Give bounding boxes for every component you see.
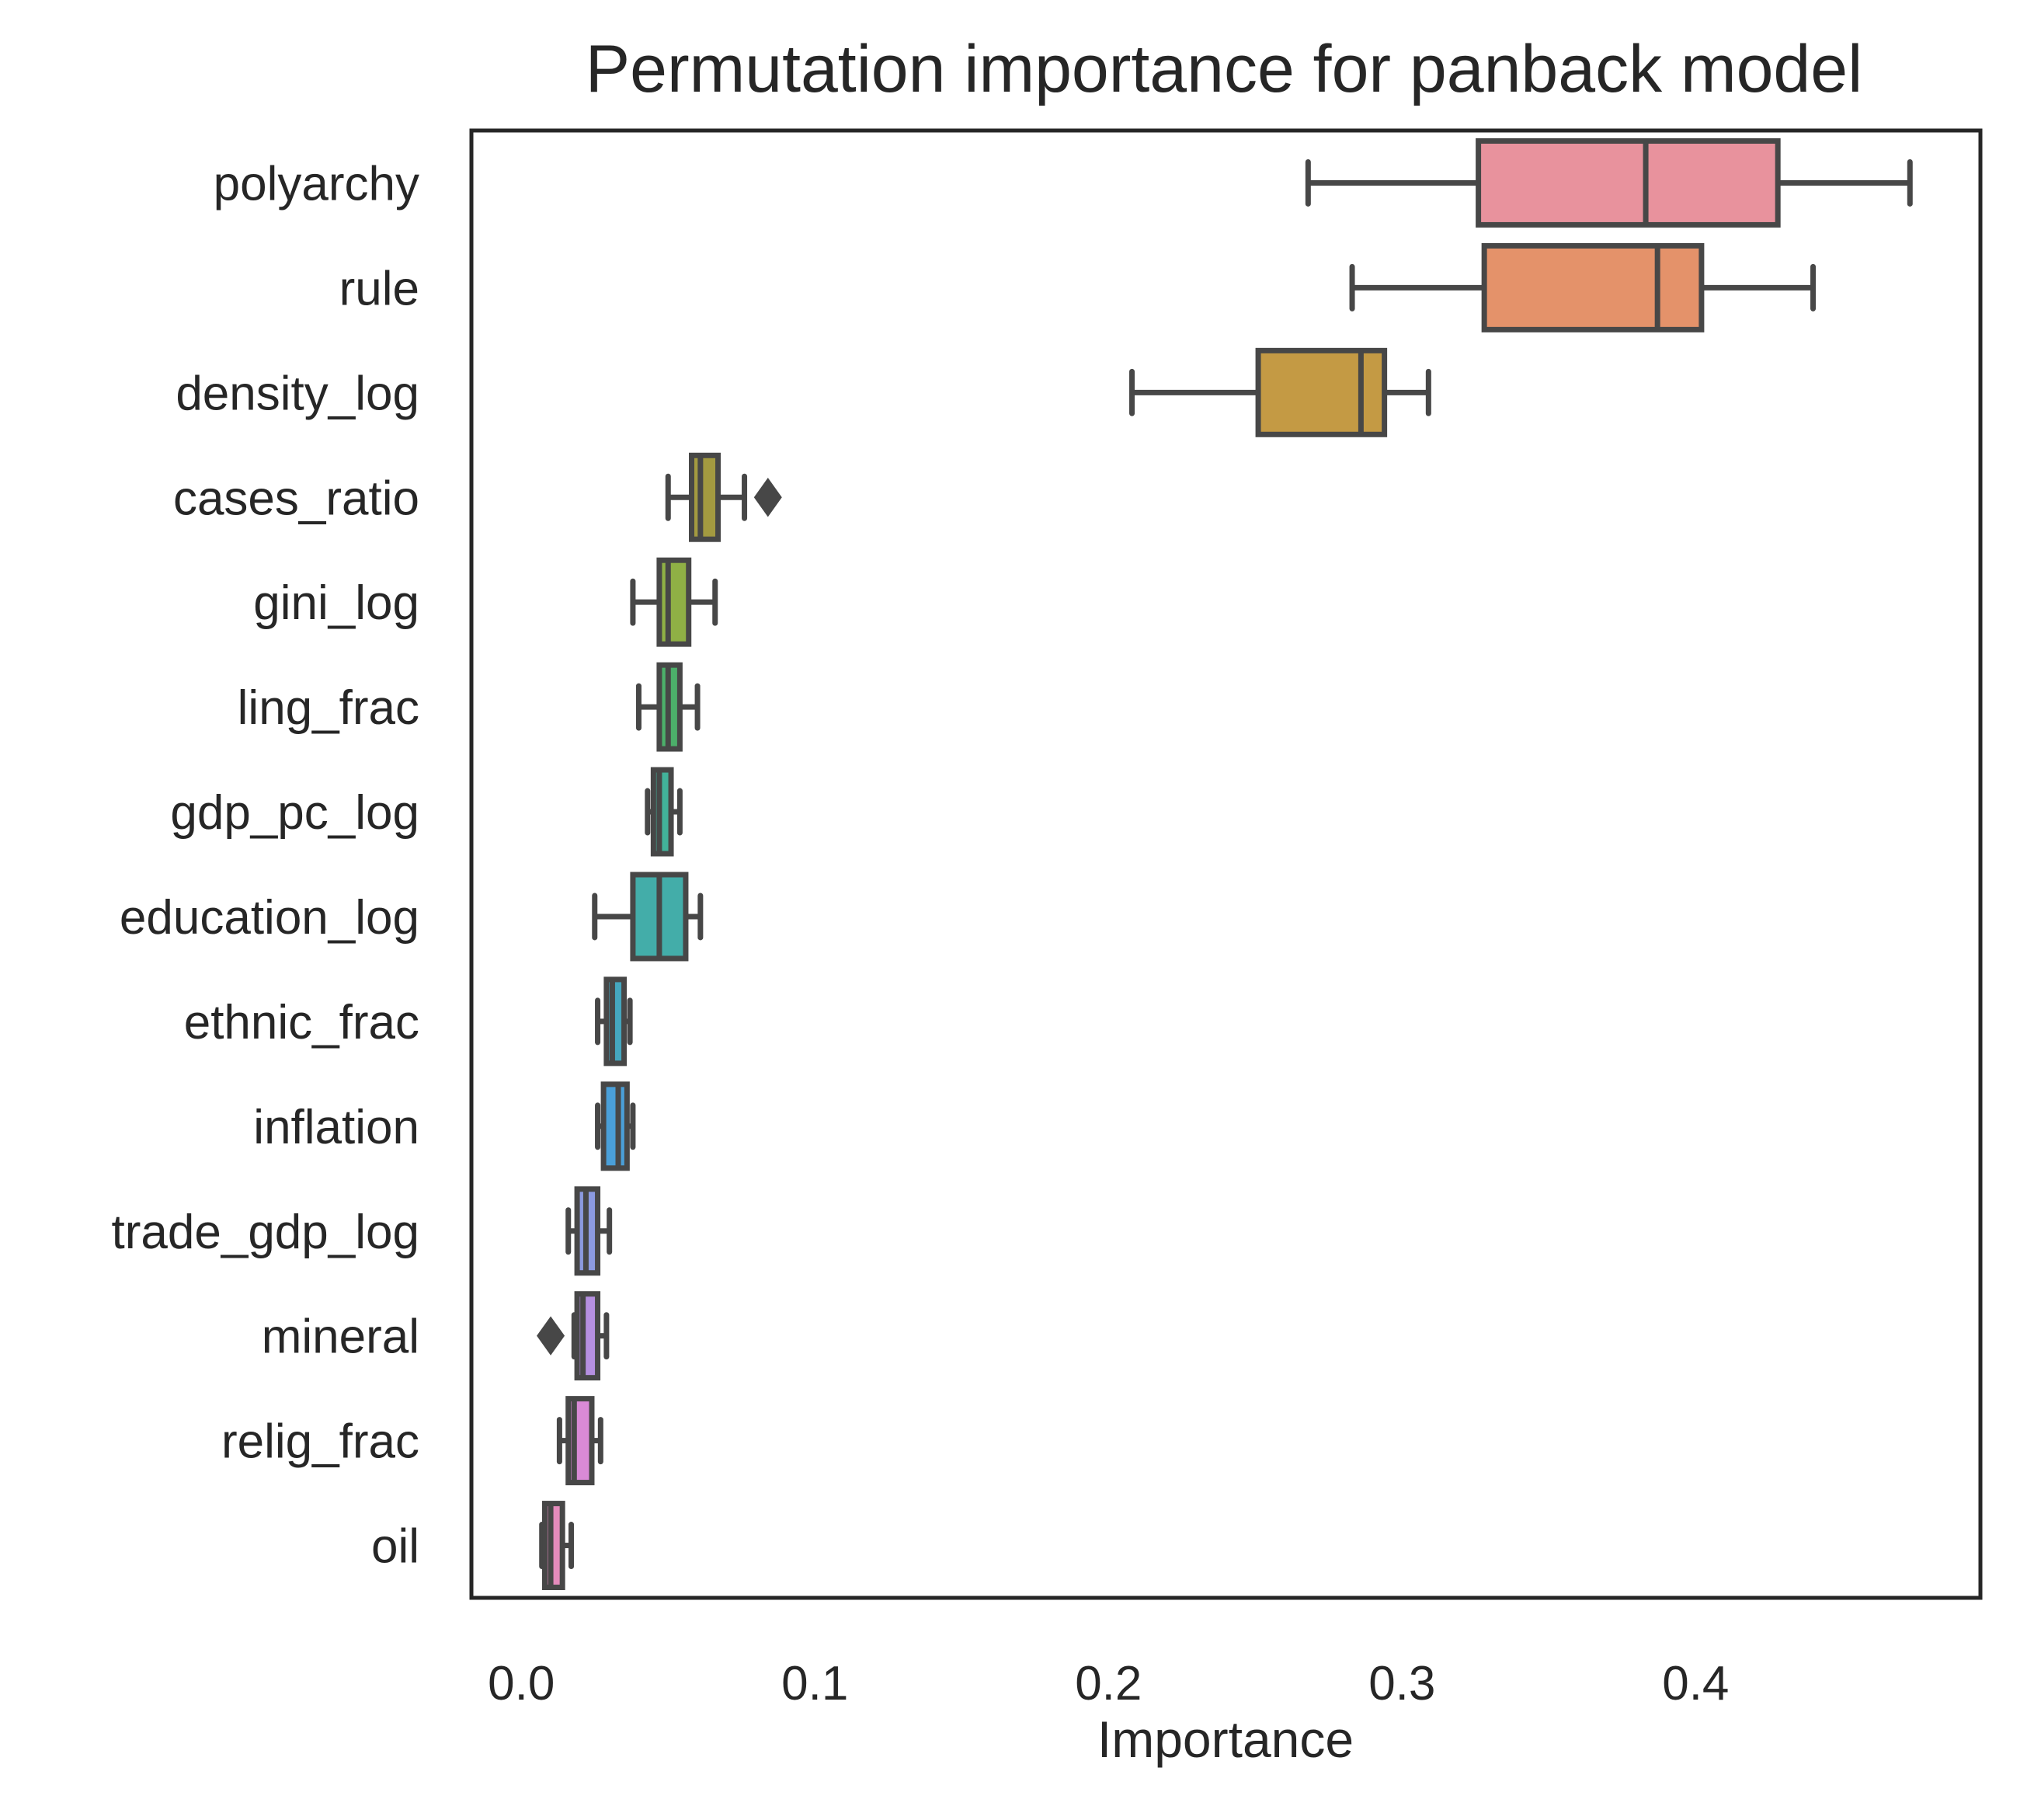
chart-title: Permutation importance for panback model: [586, 32, 1862, 106]
x-tick-label-0: 0.0: [488, 1657, 555, 1710]
box-polyarchy: [1305, 137, 1913, 228]
box-iqr-mineral: [574, 1291, 601, 1381]
plot-frame: [469, 128, 1983, 1600]
y-tick-label-density_log: density_log: [176, 367, 419, 420]
flier-mineral-0: [537, 1316, 565, 1355]
y-tick-label-gdp_pc_log: gdp_pc_log: [170, 786, 419, 840]
box-iqr-polyarchy: [1476, 137, 1781, 228]
x-tick-label-3: 0.3: [1368, 1657, 1435, 1710]
y-tick-label-polyarchy: polyarchy: [214, 157, 419, 211]
box-density_log: [1129, 347, 1431, 437]
y-tick-label-gini_log: gini_log: [253, 576, 419, 630]
box-mineral: [537, 1291, 610, 1381]
box-trade_gdp_log: [565, 1186, 613, 1276]
box-ethnic_frac: [595, 976, 633, 1067]
box-relig_frac: [556, 1396, 603, 1486]
box-iqr-oil: [542, 1501, 565, 1591]
box-gini_log: [630, 557, 718, 647]
x-axis: 0.0 0.1 0.2 0.3 0.4: [488, 1657, 1729, 1710]
y-tick-label-cases_ratio: cases_ratio: [173, 472, 419, 525]
box-iqr-inflation: [600, 1081, 630, 1171]
box-gdp_pc_log: [645, 767, 683, 857]
y-tick-label-education_log: education_log: [120, 891, 419, 945]
box-iqr-gini_log: [656, 557, 692, 647]
box-iqr-gdp_pc_log: [650, 767, 674, 857]
x-axis-label: Importance: [1097, 1710, 1354, 1768]
x-tick-label-2: 0.2: [1075, 1657, 1142, 1710]
box-education_log: [592, 872, 704, 962]
box-iqr-density_log: [1255, 347, 1388, 437]
y-tick-label-inflation: inflation: [253, 1101, 419, 1154]
y-tick-label-mineral: mineral: [262, 1310, 419, 1364]
x-tick-label-4: 0.4: [1662, 1657, 1729, 1710]
flier-cases_ratio-0: [753, 478, 782, 517]
box-iqr-cases_ratio: [689, 452, 721, 542]
box-iqr-ethnic_frac: [603, 976, 628, 1067]
y-tick-label-relig_frac: relig_frac: [221, 1415, 419, 1469]
box-rule: [1349, 242, 1817, 332]
y-axis: polyarchy rule density_log cases_ratio gini_…: [112, 157, 419, 1573]
y-tick-label-trade_gdp_log: trade_gdp_log: [112, 1206, 419, 1259]
box-ling_frac: [635, 662, 701, 752]
y-tick-label-ethnic_frac: ethnic_frac: [184, 996, 419, 1049]
box-inflation: [595, 1081, 636, 1171]
y-tick-label-ling_frac: ling_frac: [238, 681, 419, 735]
x-tick-label-1: 0.1: [781, 1657, 848, 1710]
box-iqr-rule: [1481, 242, 1705, 332]
box-oil: [539, 1501, 575, 1591]
plot-area: [469, 128, 1983, 1600]
y-tick-label-rule: rule: [339, 262, 419, 315]
box-cases_ratio: [665, 452, 782, 542]
y-tick-label-oil: oil: [371, 1520, 419, 1574]
